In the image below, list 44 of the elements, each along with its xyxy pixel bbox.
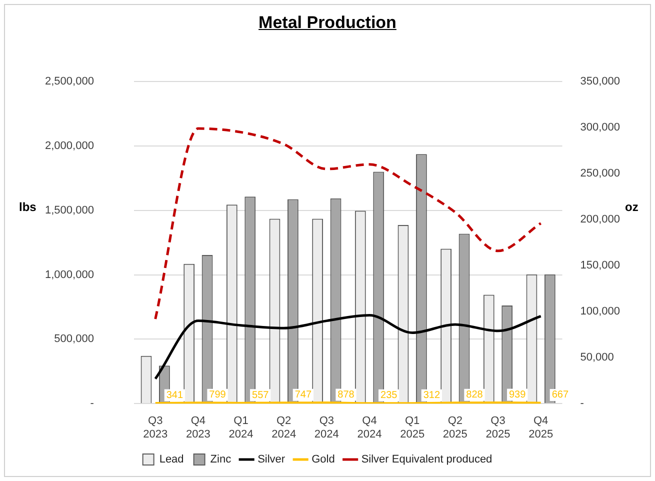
data-label: 312 [423, 390, 440, 402]
y2-tick-label: 150,000 [580, 260, 620, 272]
data-label: 557 [252, 390, 270, 401]
y-tick-label: 2,500,000 [45, 76, 94, 88]
x-tick-label: Q4 2023 [186, 415, 210, 440]
data-label: 878 [338, 390, 355, 401]
data-label: 667 [552, 390, 569, 401]
y-tick-label: 500,000 [54, 333, 94, 346]
y2-tick-label: - [580, 398, 584, 410]
y-tick-label: 1,500,000 [45, 204, 94, 216]
y-axis-title: lbs [19, 200, 36, 214]
legend-label: Silver [258, 454, 286, 466]
legend-label: Zinc [210, 454, 232, 466]
legend-label: Gold [312, 454, 335, 466]
x-tick-label: Q3 2023 [143, 415, 168, 440]
x-tick-label: Q3 2024 [314, 415, 339, 440]
y-tick-label: - [90, 398, 94, 410]
line-series [154, 314, 542, 380]
y2-tick-label: 100,000 [580, 306, 620, 318]
data-label: 939 [508, 389, 526, 400]
y-tick-label: 2,000,000 [45, 140, 94, 152]
x-tick-label: Q2 2024 [272, 415, 296, 440]
data-label: 828 [466, 390, 484, 401]
data-label: 235 [380, 390, 398, 402]
y2-tick-label: 50,000 [580, 352, 614, 364]
x-tick-label: Q1 2024 [228, 415, 254, 440]
legend-label: Lead [159, 454, 184, 466]
data-label: 747 [294, 390, 312, 401]
y2-tick-label: 200,000 [580, 214, 620, 226]
chart-title: Metal Production [258, 13, 398, 33]
y2-tick-label: 300,000 [580, 122, 620, 134]
y2-tick-label: 250,000 [580, 168, 620, 180]
data-label: 799 [209, 390, 226, 401]
legend-label: Silver Equivalent produced [361, 454, 492, 466]
y2-tick-label: 350,000 [580, 76, 620, 88]
x-tick-label: Q4 2024 [357, 415, 382, 440]
x-tick-label: Q4 2025 [528, 415, 554, 440]
x-tick-label: Q3 2025 [486, 415, 510, 440]
y2-axis-title: oz [625, 200, 638, 214]
line-series [154, 127, 542, 320]
y-tick-label: 1,000,000 [45, 268, 94, 281]
x-tick-label: Q2 2025 [442, 415, 468, 440]
x-tick-label: Q1 2025 [400, 415, 425, 440]
data-label: 341 [166, 390, 184, 402]
